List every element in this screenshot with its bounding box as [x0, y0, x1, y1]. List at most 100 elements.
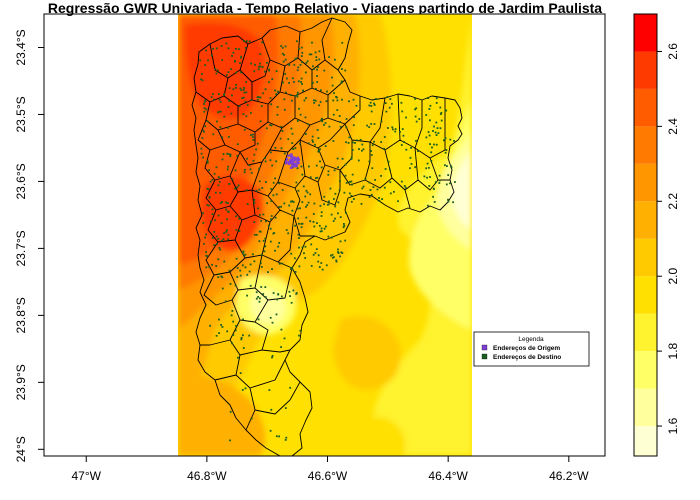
- destination-point: [304, 116, 307, 119]
- destination-point: [340, 80, 343, 83]
- destination-point: [337, 252, 340, 254]
- destination-point: [236, 155, 239, 157]
- destination-point: [340, 82, 343, 84]
- destination-point: [228, 87, 231, 90]
- destination-point: [239, 372, 242, 374]
- destination-point: [227, 202, 229, 204]
- destination-point: [260, 219, 263, 222]
- destination-point: [271, 356, 273, 359]
- destination-point: [252, 133, 254, 136]
- destination-point: [299, 64, 302, 66]
- destination-point: [278, 242, 281, 244]
- destination-point: [238, 217, 241, 220]
- destination-point: [409, 167, 411, 170]
- destination-point: [270, 200, 273, 202]
- destination-point: [275, 313, 278, 316]
- destination-point: [277, 90, 279, 93]
- origin-point: [285, 162, 288, 165]
- destination-point: [299, 113, 302, 116]
- destination-point: [280, 328, 283, 331]
- destination-point: [339, 125, 342, 128]
- destination-point: [297, 207, 299, 210]
- destination-point: [203, 110, 206, 113]
- raster-spot-2.0-south2: [353, 416, 405, 456]
- colorbar-band: [634, 238, 657, 277]
- destination-point: [220, 239, 223, 242]
- destination-point: [320, 166, 323, 169]
- destination-point: [238, 230, 241, 232]
- destination-point: [337, 251, 339, 253]
- destination-point: [206, 160, 209, 162]
- destination-point: [374, 179, 376, 181]
- destination-point: [336, 96, 338, 99]
- destination-point: [248, 164, 251, 167]
- destination-point: [259, 262, 262, 265]
- destination-point: [310, 265, 313, 267]
- destination-point: [255, 148, 257, 151]
- destination-point: [314, 99, 317, 102]
- destination-point: [444, 151, 447, 154]
- destination-point: [211, 236, 214, 239]
- destination-point: [403, 185, 406, 187]
- destination-point: [304, 257, 307, 259]
- destination-point: [297, 217, 300, 220]
- destination-point: [428, 134, 431, 137]
- destination-point: [212, 133, 215, 136]
- destination-point: [425, 167, 428, 170]
- destination-point: [332, 113, 335, 116]
- destination-point: [335, 95, 337, 98]
- destination-point: [226, 330, 229, 333]
- destination-point: [242, 347, 245, 349]
- destination-point: [327, 173, 330, 176]
- destination-point: [332, 140, 335, 142]
- destination-point: [289, 386, 292, 389]
- destination-point: [218, 180, 221, 183]
- destination-point: [345, 118, 348, 120]
- destination-point: [209, 180, 212, 183]
- destination-point: [306, 191, 309, 194]
- destination-point: [372, 186, 375, 188]
- destination-point: [298, 47, 301, 50]
- destination-point: [450, 165, 452, 168]
- destination-point: [229, 439, 231, 442]
- destination-point: [246, 273, 249, 276]
- raster-band-2.6b: [201, 176, 264, 252]
- destination-point: [348, 192, 351, 195]
- destination-point: [226, 168, 229, 171]
- destination-point: [332, 99, 335, 102]
- destination-point: [370, 150, 372, 152]
- destination-point: [320, 89, 322, 92]
- colorbar-band: [634, 426, 657, 456]
- destination-point: [240, 89, 243, 92]
- destination-point: [278, 262, 281, 265]
- destination-point: [316, 81, 319, 83]
- destination-point: [298, 222, 300, 225]
- destination-point: [348, 100, 350, 103]
- destination-point: [325, 100, 328, 103]
- colorbar-band: [634, 51, 657, 89]
- destination-point: [217, 176, 220, 178]
- destination-point: [371, 144, 374, 147]
- destination-point: [433, 201, 436, 203]
- destination-point: [264, 70, 266, 73]
- destination-point: [218, 93, 220, 95]
- destination-point: [241, 264, 244, 267]
- destination-point: [240, 336, 243, 339]
- destination-point: [399, 131, 401, 133]
- destination-point: [435, 97, 438, 100]
- destination-point: [343, 223, 345, 225]
- destination-point: [389, 168, 391, 171]
- destination-point: [331, 236, 333, 239]
- destination-point: [248, 334, 251, 337]
- destination-point: [328, 56, 330, 58]
- destination-point: [429, 119, 431, 122]
- destination-point: [217, 69, 219, 72]
- x-tick-label: 46.4°W: [428, 469, 468, 483]
- destination-point: [300, 46, 303, 49]
- destination-point: [281, 52, 284, 55]
- destination-point: [430, 151, 433, 154]
- colorbar-band: [634, 201, 657, 239]
- destination-point: [275, 435, 278, 438]
- destination-point: [290, 127, 293, 130]
- destination-point: [237, 184, 240, 187]
